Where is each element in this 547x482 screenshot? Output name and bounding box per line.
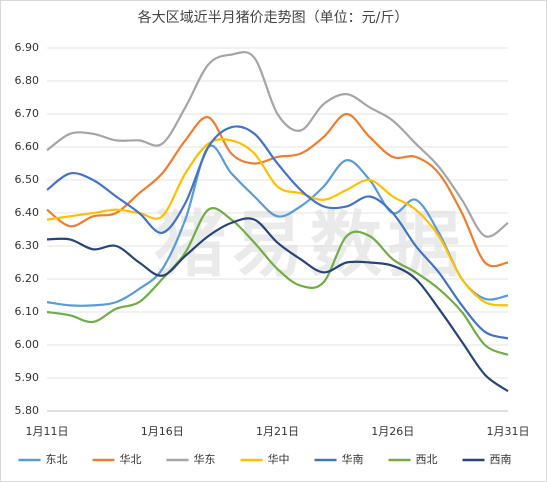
legend-label: 华南 xyxy=(342,452,364,466)
chart-title: 各大区域近半月猪价走势图（单位：元/斤） xyxy=(138,10,409,26)
x-tick-label: 1月26日 xyxy=(371,425,414,438)
x-tick-label: 1月31日 xyxy=(487,425,530,438)
y-tick-label: 6.00 xyxy=(15,338,40,351)
y-tick-label: 6.60 xyxy=(15,140,40,153)
legend-label: 东北 xyxy=(46,453,68,466)
x-tick-label: 1月11日 xyxy=(26,425,69,438)
series-line xyxy=(46,207,509,356)
legend-label: 西南 xyxy=(490,453,512,466)
legend-label: 华北 xyxy=(120,452,142,466)
series-line xyxy=(46,112,509,268)
x-tick-label: 1月21日 xyxy=(256,425,299,438)
series-line xyxy=(46,138,509,307)
y-tick-label: 6.80 xyxy=(15,74,40,87)
y-tick-label: 6.50 xyxy=(15,173,40,186)
y-tick-label: 6.10 xyxy=(15,305,40,318)
y-tick-label: 5.80 xyxy=(15,404,40,417)
legend-label: 华中 xyxy=(268,452,290,466)
series-line xyxy=(46,51,509,238)
y-tick-label: 6.20 xyxy=(15,272,40,285)
series-line xyxy=(46,144,509,307)
legend-label: 西北 xyxy=(416,453,438,466)
x-tick-label: 1月16日 xyxy=(141,425,184,438)
y-tick-label: 6.70 xyxy=(15,107,40,120)
legend-label: 华东 xyxy=(194,452,216,466)
series-line xyxy=(46,125,509,340)
y-tick-label: 5.90 xyxy=(15,371,40,384)
y-tick-label: 6.40 xyxy=(15,206,40,219)
y-tick-label: 6.30 xyxy=(15,239,40,252)
series-line xyxy=(46,217,509,393)
y-tick-label: 6.90 xyxy=(15,41,40,54)
